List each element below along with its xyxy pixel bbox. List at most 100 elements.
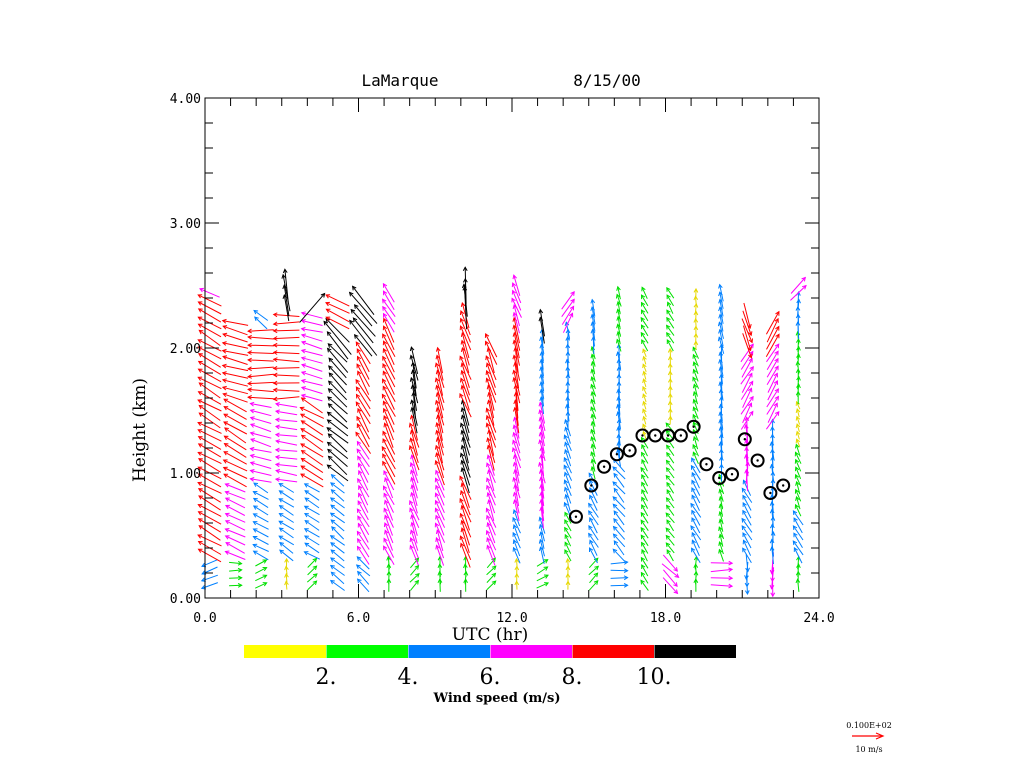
wind-vector	[198, 495, 221, 511]
wind-vector	[617, 324, 622, 337]
wind-vector-head	[718, 548, 723, 554]
wind-vector	[667, 302, 674, 314]
wind-vector	[540, 547, 545, 564]
wind-vector-head	[795, 423, 801, 429]
wind-vector-head	[247, 357, 252, 363]
wind-vector	[719, 307, 724, 324]
wind-vector-head	[742, 509, 747, 515]
wind-vector-head	[460, 429, 466, 435]
wind-vector-head	[357, 407, 362, 413]
wind-vector-head	[434, 477, 440, 483]
wind-vector	[591, 307, 596, 324]
wind-vector-head	[769, 538, 775, 544]
boundary-layer-marker-dot	[781, 484, 785, 487]
wind-vector	[691, 532, 700, 549]
wind-vector	[327, 411, 349, 430]
wind-vector	[765, 311, 780, 335]
wind-vector	[540, 344, 544, 362]
wind-vector-head	[434, 459, 440, 465]
wind-vector-head	[728, 575, 734, 581]
wind-vector	[719, 299, 724, 317]
wind-vector	[301, 386, 323, 395]
wind-vector-head	[247, 328, 252, 334]
wind-vector	[300, 428, 324, 443]
wind-vector	[248, 366, 274, 370]
wind-vector	[642, 393, 647, 403]
wind-vector	[795, 504, 802, 517]
plot-axes: 0.0 6.0 12.0 18.0 24.00.001.002.003.004.00	[170, 92, 835, 626]
wind-vector-head	[197, 436, 203, 441]
wind-vector-head	[641, 488, 646, 494]
wind-vector	[741, 488, 753, 503]
wind-vector-head	[588, 525, 593, 530]
wind-vector	[248, 396, 274, 400]
wind-vector	[661, 563, 679, 578]
wind-vector	[327, 331, 349, 360]
wind-vector-head	[274, 432, 280, 438]
colorbar-label: Wind speed (m/s)	[432, 691, 560, 706]
wind-vector	[461, 363, 470, 388]
wind-vector-head	[249, 461, 255, 466]
wind-vector-head	[247, 366, 252, 372]
wind-vector	[327, 442, 349, 459]
wind-vector	[641, 339, 649, 352]
wind-vector-head	[641, 564, 646, 569]
wind-vector	[665, 527, 675, 539]
wind-vector	[331, 474, 345, 487]
wind-vector	[436, 529, 444, 552]
wind-vector-head	[484, 332, 490, 338]
wind-vector	[719, 367, 723, 384]
wind-vector-head	[538, 308, 544, 314]
wind-vector	[640, 527, 649, 539]
wind-vector-head	[197, 451, 203, 456]
wind-vector	[330, 557, 345, 569]
colorbar-tick-label: 4.	[398, 665, 419, 690]
wind-vector-head	[511, 297, 516, 303]
wind-vector-head	[300, 371, 306, 376]
wind-vector-head	[691, 494, 696, 500]
wind-vector	[462, 437, 469, 464]
wind-vector	[273, 389, 300, 392]
wind-profile-column	[408, 346, 420, 591]
wind-vector	[248, 381, 274, 385]
wind-vector-head	[357, 537, 362, 543]
wind-vector	[357, 546, 370, 565]
wind-vector-head	[355, 401, 361, 407]
wind-vector-head	[223, 398, 229, 403]
wind-vector-head	[616, 338, 621, 344]
x-tick-label: 12.0	[496, 611, 527, 626]
wind-vector-head	[198, 329, 204, 335]
colorbar-tick-label: 2.	[316, 665, 337, 690]
wind-vector-head	[666, 519, 671, 525]
wind-vector	[588, 525, 599, 541]
wind-vector-head	[616, 440, 622, 446]
wind-vector	[410, 580, 419, 591]
colorbar-tick-label: 10.	[637, 665, 672, 690]
wind-vector-head	[197, 323, 203, 328]
wind-vector	[253, 521, 269, 530]
wind-vector-head	[223, 435, 229, 440]
wind-vector-head	[718, 526, 723, 532]
wind-vector-head	[512, 274, 517, 280]
wind-vector-head	[511, 282, 517, 288]
wind-vector-head	[262, 574, 268, 579]
wind-vector	[357, 538, 370, 558]
wind-vector-head	[249, 446, 255, 452]
wind-vector-head	[434, 507, 439, 513]
wind-vector	[253, 491, 269, 500]
wind-vector	[641, 549, 648, 562]
wind-vector	[331, 526, 345, 540]
wind-vector	[382, 378, 396, 403]
wind-vector-head	[793, 532, 798, 538]
wind-vector-head	[200, 577, 206, 582]
wind-vector-head	[741, 517, 746, 523]
wind-vector	[691, 480, 701, 496]
wind-vector	[796, 416, 801, 425]
wind-vector	[617, 396, 621, 415]
wind-profile-column	[536, 308, 550, 589]
wind-vector	[613, 458, 626, 473]
wind-vector	[540, 389, 545, 407]
wind-vector-head	[795, 480, 800, 486]
wind-vector	[591, 354, 596, 367]
wind-vector-head	[435, 421, 440, 428]
